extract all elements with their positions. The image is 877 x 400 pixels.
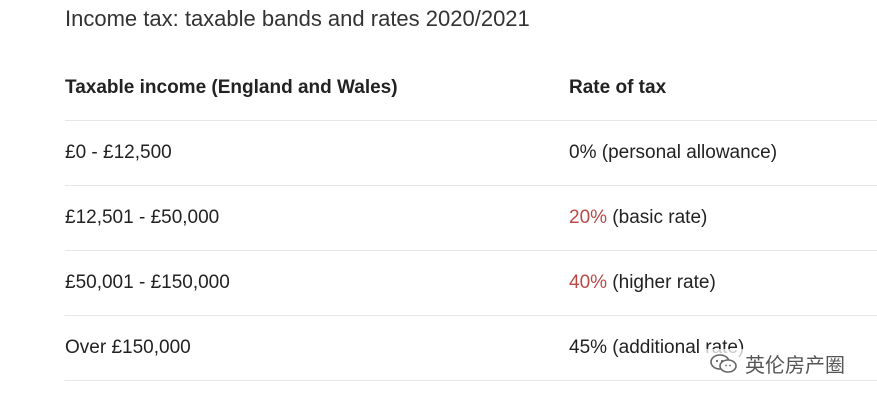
table-row: £0 - £12,500 0% (personal allowance)	[65, 121, 877, 186]
wechat-icon	[710, 353, 737, 373]
income-column-header: Taxable income (England and Wales)	[65, 77, 398, 98]
watermark: 英伦房产圈	[705, 349, 849, 378]
rate-percentage: 0%	[569, 142, 597, 163]
table-row: £12,501 - £50,000 20% (basic rate)	[65, 186, 877, 251]
tax-bands-table: Taxable income (England and Wales) Rate …	[65, 56, 877, 381]
income-band-cell: £0 - £12,500	[65, 142, 172, 163]
rate-cell: 20% (basic rate)	[569, 207, 707, 229]
rate-description: (basic rate)	[607, 207, 708, 228]
table-header-row: Taxable income (England and Wales) Rate …	[65, 56, 877, 121]
income-band-cell: £12,501 - £50,000	[65, 207, 220, 228]
rate-description: (personal allowance)	[596, 142, 778, 163]
watermark-text: 英伦房产圈	[745, 353, 845, 377]
rate-cell: 40% (higher rate)	[569, 272, 716, 294]
rate-column-header: Rate of tax	[569, 77, 667, 98]
rate-percentage: 45%	[569, 337, 608, 358]
rate-percentage: 40%	[569, 272, 608, 293]
income-band-cell: Over £150,000	[65, 337, 191, 358]
income-band-cell: £50,001 - £150,000	[65, 272, 230, 293]
rate-percentage: 20%	[569, 207, 608, 228]
rate-description: (higher rate)	[607, 272, 716, 293]
page-title: Income tax: taxable bands and rates 2020…	[65, 6, 530, 31]
table-row: £50,001 - £150,000 40% (higher rate)	[65, 251, 877, 316]
rate-cell: 0% (personal allowance)	[569, 142, 777, 164]
